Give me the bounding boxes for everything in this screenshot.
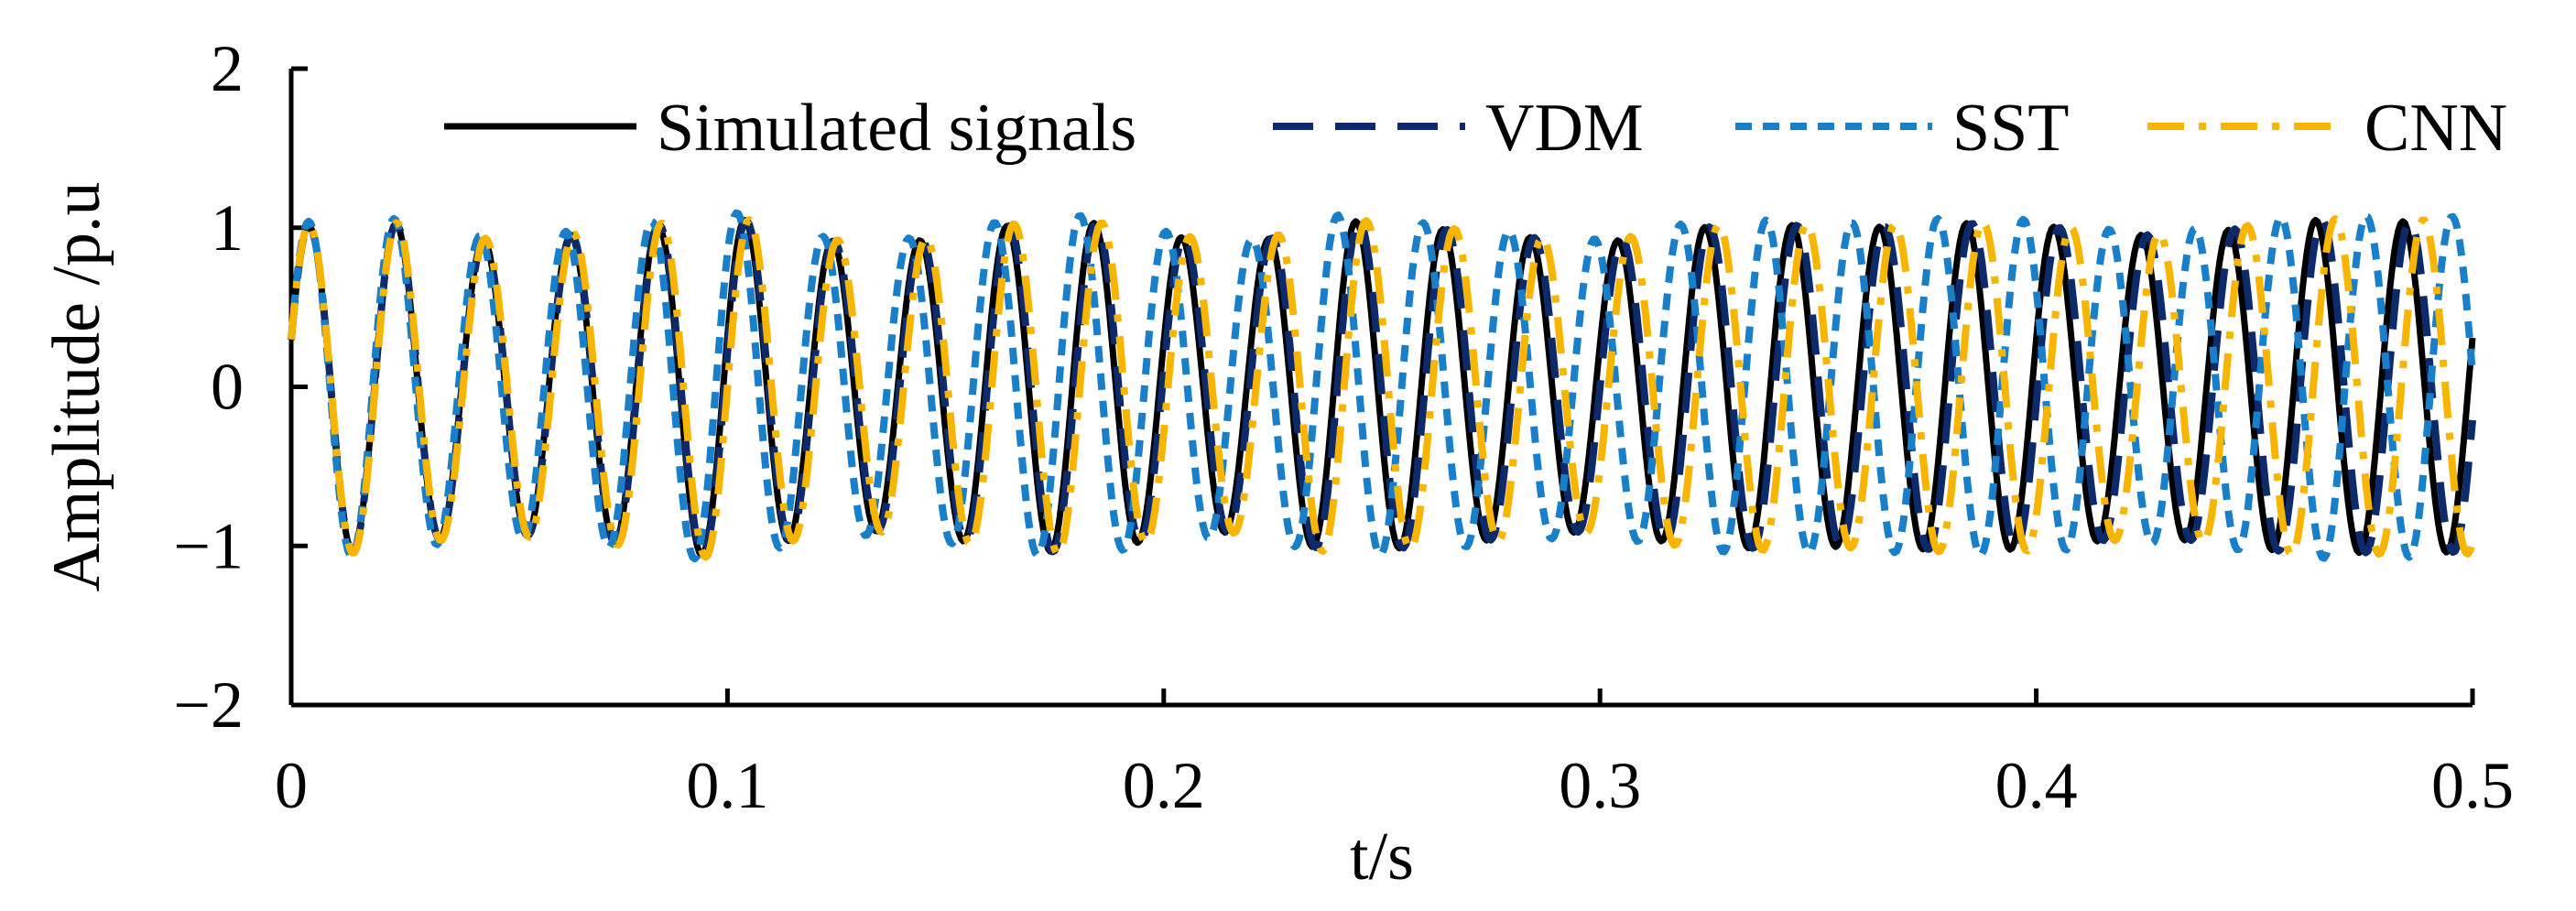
y-tick-label: −2: [173, 668, 244, 742]
legend-item: Simulated signals: [444, 91, 1136, 166]
y-tick-label: −1: [173, 509, 244, 582]
legend-label: SST: [1952, 91, 2070, 166]
legend-label: VDM: [1485, 91, 1644, 166]
x-axis-title: t/s: [1350, 819, 1414, 895]
series-line-cnn: [288, 215, 2476, 561]
legend-label: Simulated signals: [657, 91, 1136, 166]
series-line-sst: [288, 209, 2476, 563]
x-tick-label: 0.3: [1559, 749, 1641, 822]
legend: Simulated signals VDM SST CNN: [444, 91, 2507, 166]
x-tick-label: 0.5: [2431, 749, 2514, 822]
legend-item: SST: [1735, 91, 2070, 166]
series-layer: [288, 209, 2476, 563]
legend-item: CNN: [2147, 91, 2507, 166]
legend-item: VDM: [1273, 91, 1644, 166]
y-tick-label: 1: [211, 191, 244, 265]
x-tick-label: 0.4: [1995, 749, 2078, 822]
axes: 2 1 0 −1 −2 0 0.1 0.2 0.3 0.4 0.5: [173, 32, 2514, 822]
y-axis-title: Amplitude /p.u: [39, 181, 114, 591]
x-tick-label: 0.1: [686, 749, 768, 822]
y-tick-label: 2: [211, 32, 244, 105]
legend-label: CNN: [2364, 91, 2507, 166]
x-tick-label: 0.2: [1123, 749, 1205, 822]
y-tick-label: 0: [211, 351, 244, 424]
x-tick-label: 0: [275, 749, 308, 822]
